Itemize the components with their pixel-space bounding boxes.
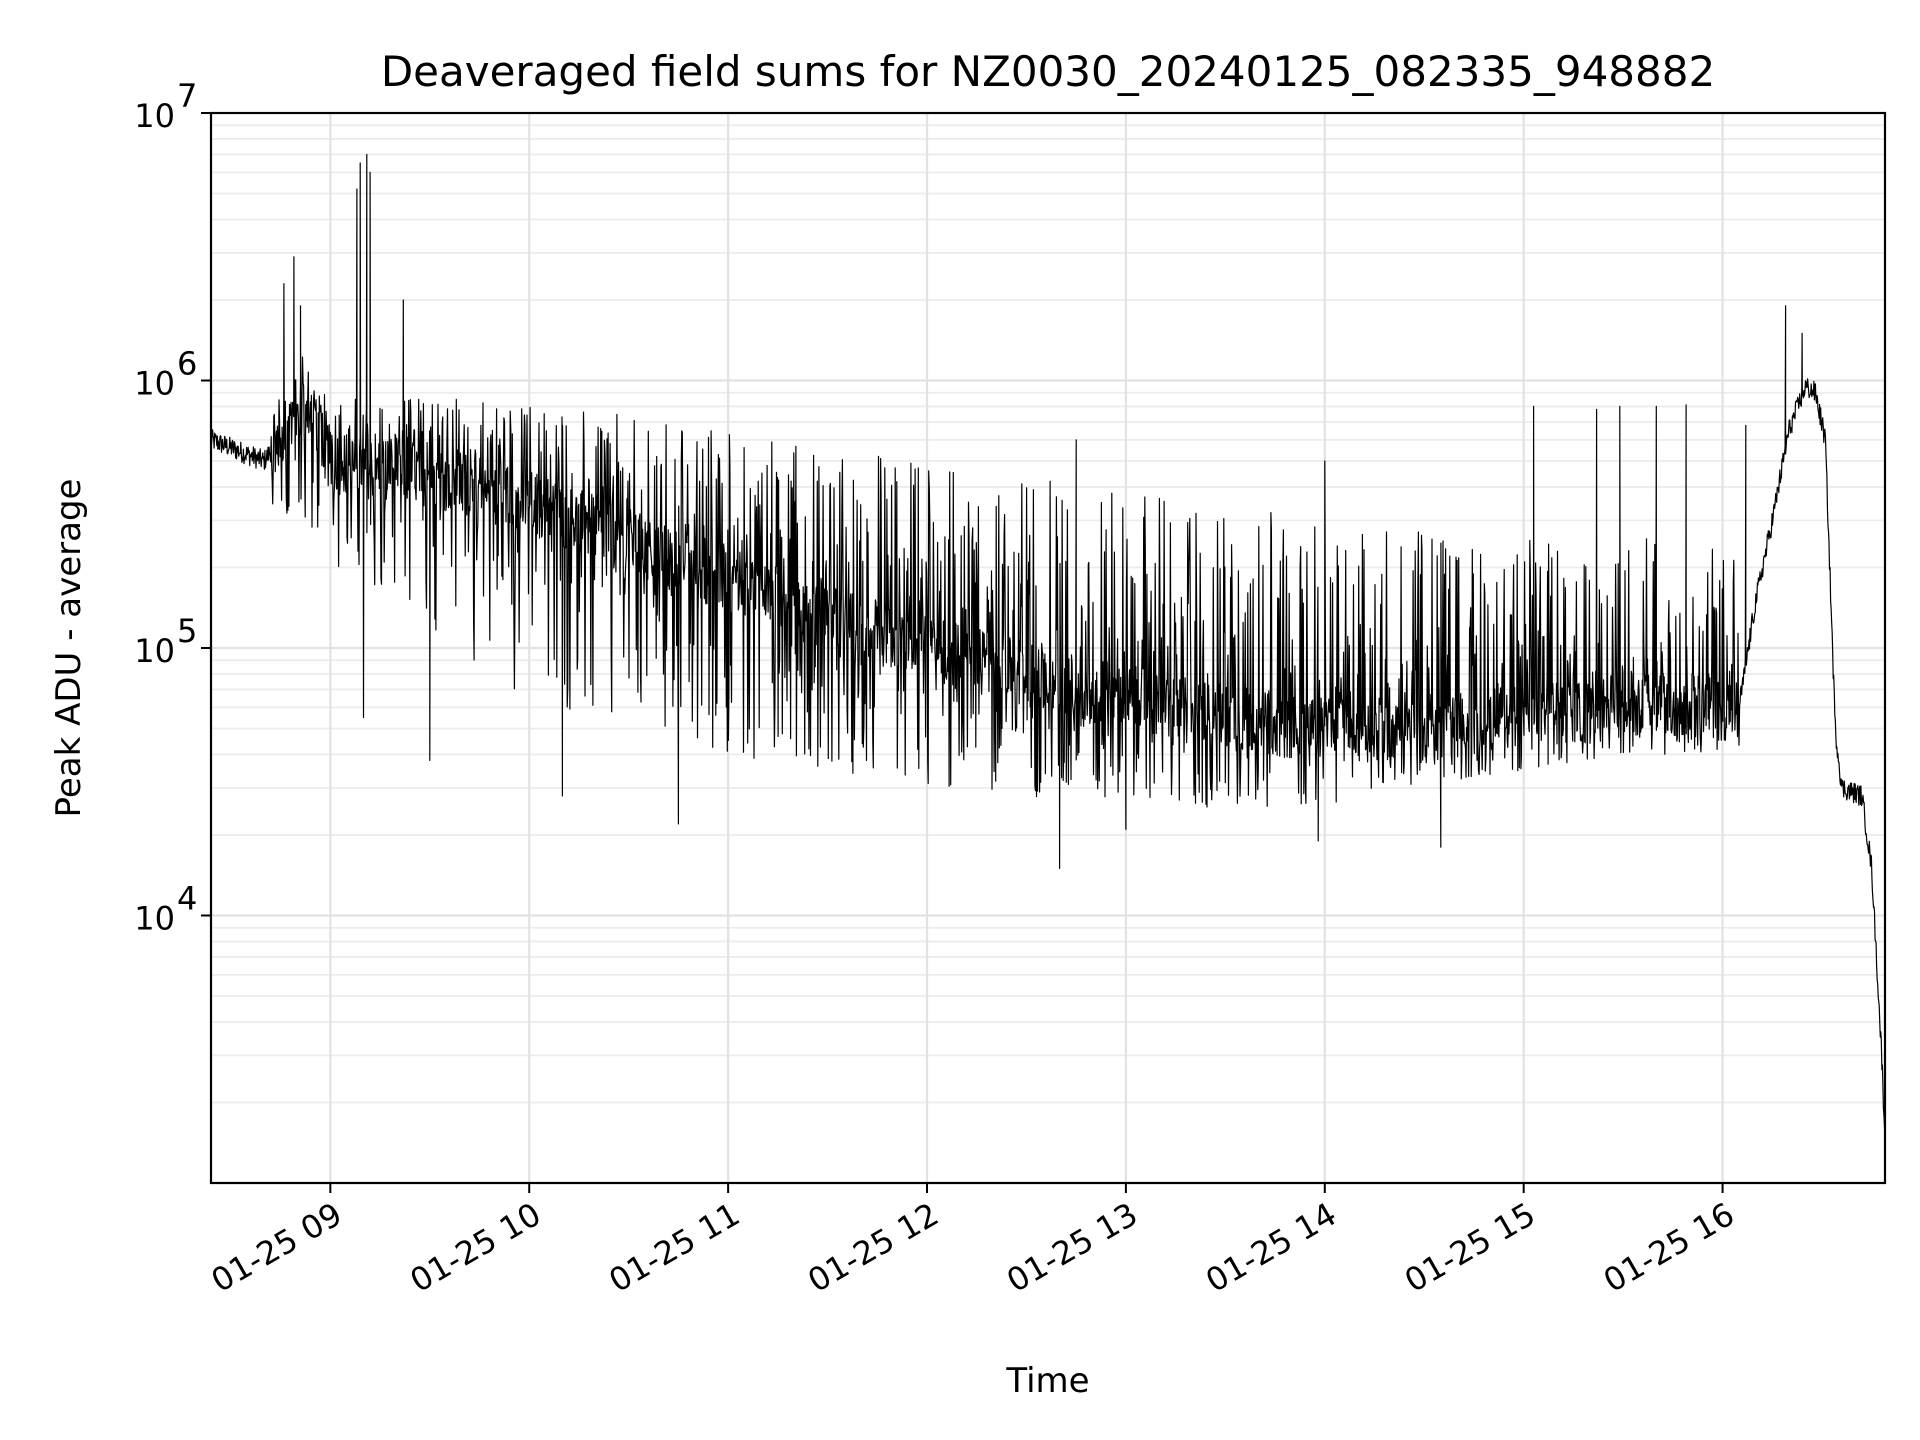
x-axis-label: Time	[1005, 1361, 1089, 1401]
series-line	[210, 153, 1886, 1129]
series-layer	[210, 153, 1886, 1129]
y-tick-exponent: 7	[177, 77, 197, 115]
y-tick-label: 10	[134, 97, 175, 135]
y-tick-label: 10	[134, 632, 175, 670]
y-tick-exponent: 4	[177, 880, 197, 918]
y-tick-label: 10	[134, 900, 175, 938]
y-tick-exponent: 5	[177, 612, 197, 650]
y-tick-label: 10	[134, 365, 175, 403]
grid	[211, 113, 1885, 1185]
y-axis-label: Peak ADU - average	[49, 479, 89, 818]
chart-title: Deaveraged field sums for NZ0030_2024012…	[381, 47, 1715, 96]
y-tick-exponent: 6	[177, 345, 197, 383]
